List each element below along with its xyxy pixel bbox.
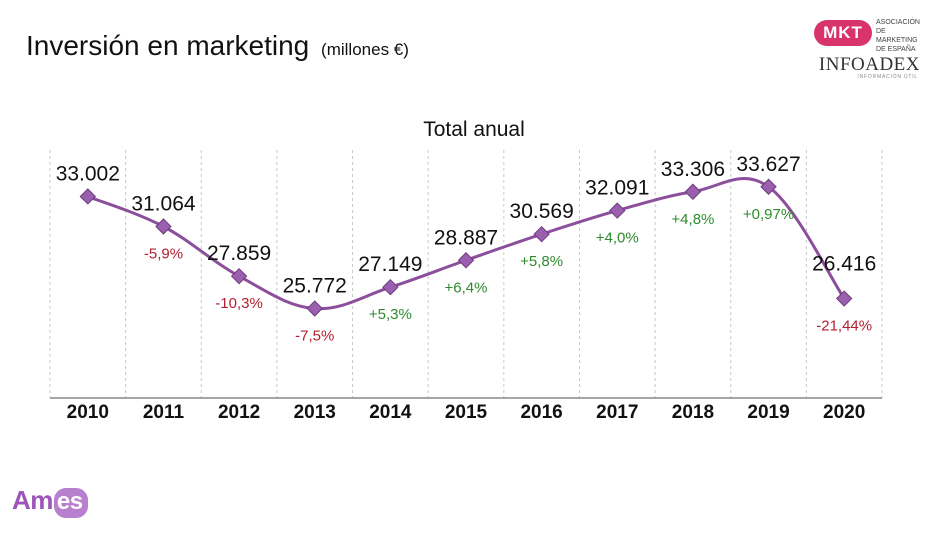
change-label: -7,5%: [295, 328, 334, 345]
chart-title: Total anual: [423, 118, 525, 141]
change-label: -5,9%: [144, 246, 183, 263]
x-tick-label: 2014: [369, 402, 412, 423]
x-tick-label: 2018: [672, 402, 714, 423]
data-value-label: 27.149: [358, 253, 422, 276]
data-point: [609, 202, 626, 219]
data-point: [760, 178, 777, 195]
infoadex-logo: INFOADEX: [818, 54, 920, 75]
data-value-label: 32.091: [585, 177, 649, 200]
data-value-label: 33.627: [736, 153, 800, 176]
x-tick-label: 2016: [520, 402, 562, 423]
page-subtitle: (millones €): [321, 40, 409, 59]
data-value-label: 33.306: [661, 158, 725, 181]
x-tick-label: 2012: [218, 402, 260, 423]
data-value-label: 30.569: [510, 200, 574, 223]
x-tick-label: 2017: [596, 402, 638, 423]
data-point: [457, 252, 475, 269]
ames-logo-badge: es: [53, 488, 88, 518]
ames-logo-text: Am: [12, 485, 53, 515]
infoadex-logo-tagline: información útil: [857, 74, 918, 80]
change-label: +0,97%: [743, 206, 794, 223]
data-point: [684, 183, 702, 200]
data-value-label: 33.002: [56, 162, 120, 185]
change-label: +5,8%: [520, 253, 563, 270]
data-value-label: 27.859: [207, 242, 271, 265]
change-label: +6,4%: [445, 279, 488, 296]
x-tick-label: 2010: [67, 402, 109, 423]
x-tick-label: 2011: [143, 402, 185, 423]
mkt-logo-mark: MKT: [814, 20, 872, 46]
data-value-label: 26.416: [812, 253, 876, 276]
data-point: [835, 290, 853, 307]
change-label: +4,0%: [596, 230, 639, 247]
page-title-text: Inversión en marketing: [26, 30, 310, 61]
x-tick-label: 2013: [294, 402, 336, 423]
mkt-logo: MKT Asociación de Marketing de España: [814, 16, 926, 53]
data-point: [533, 225, 550, 243]
x-tick-label: 2019: [747, 402, 789, 423]
data-value-label: 28.887: [434, 226, 498, 249]
change-label: +5,3%: [369, 306, 412, 323]
data-value-label: 25.772: [283, 275, 347, 298]
x-tick-label: 2015: [445, 402, 488, 423]
page-title: Inversión en marketing (millones €): [26, 30, 409, 62]
data-point: [230, 267, 248, 285]
x-tick-label: 2020: [823, 402, 865, 423]
ames-logo: Am es: [12, 485, 88, 518]
change-label: -10,3%: [215, 295, 263, 312]
data-point: [79, 188, 97, 205]
change-label: -21,44%: [816, 318, 872, 335]
data-point: [306, 300, 323, 317]
mkt-logo-text: Asociación de Marketing de España: [876, 19, 920, 53]
data-point: [382, 278, 399, 296]
data-point: [155, 218, 172, 235]
data-value-label: 31.064: [131, 193, 196, 216]
change-label: +4,8%: [671, 211, 714, 228]
